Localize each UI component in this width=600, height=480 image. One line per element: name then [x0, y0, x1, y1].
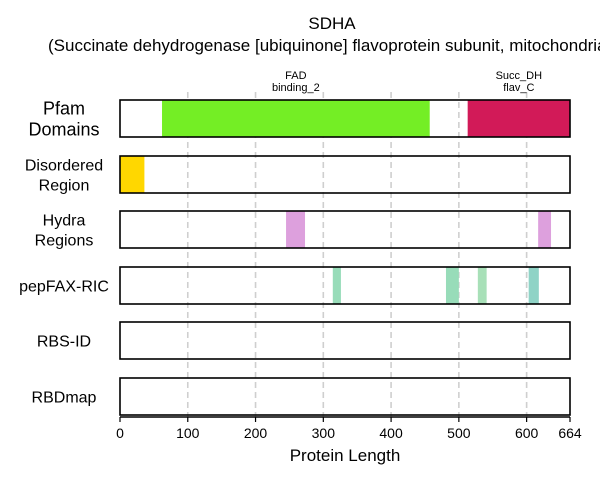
track-border: [119, 321, 571, 360]
track-segment: [467, 100, 570, 137]
track-segment: [538, 211, 552, 248]
x-tick-label: 500: [447, 425, 471, 441]
track-segment: [332, 267, 341, 304]
segment-label: Succ_DH flav_C: [496, 70, 543, 94]
tracks: FAD binding_2 Succ_DH flav_C Pfam Domains Diso…: [19, 70, 571, 416]
track-segment: [445, 267, 459, 304]
track-border: [119, 210, 571, 249]
x-axis-label: Protein Length: [290, 446, 401, 465]
track-2: Hydra Regions: [35, 210, 571, 249]
track-0: FAD binding_2 Succ_DH flav_C Pfam Domains: [28, 70, 571, 139]
track-label: Hydra Regions: [35, 212, 94, 249]
chart-subtitle: (Succinate dehydrogenase [ubiquinone] fl…: [48, 36, 600, 55]
track-border: [119, 266, 571, 305]
segment-label: FAD binding_2: [272, 70, 320, 94]
x-tick-label: 664: [558, 425, 582, 441]
track-1: Disordered Region: [25, 155, 571, 194]
x-axis: 0 100 200 300 400 500 600 664: [116, 416, 582, 441]
x-tick-label: 100: [176, 425, 200, 441]
track-border: [119, 377, 571, 416]
track-border: [119, 155, 571, 194]
x-tick-label: 600: [515, 425, 539, 441]
x-tick-label: 200: [244, 425, 268, 441]
grid-lines: [186, 92, 528, 417]
track-label: pepFAX-RIC: [19, 278, 109, 295]
x-tick-label: 0: [116, 425, 124, 441]
track-3: pepFAX-RIC: [19, 266, 571, 305]
track-label: Disordered Region: [25, 157, 103, 194]
track-label: RBS-ID: [37, 333, 91, 350]
track-segment: [286, 211, 306, 248]
track-border: [119, 99, 571, 138]
track-5: RBDmap: [32, 377, 571, 416]
track-segment: [120, 156, 145, 193]
track-segment: [477, 267, 487, 304]
track-label: RBDmap: [32, 389, 97, 406]
track-4: RBS-ID: [37, 321, 571, 360]
track-segment: [528, 267, 539, 304]
chart-title: SDHA: [308, 14, 356, 33]
track-label: Pfam Domains: [28, 98, 99, 139]
track-segment: [162, 100, 430, 137]
x-tick-label: 300: [312, 425, 336, 441]
x-tick-label: 400: [379, 425, 403, 441]
